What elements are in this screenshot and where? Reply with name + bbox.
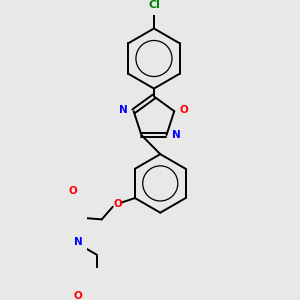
Text: Cl: Cl (148, 0, 160, 10)
Text: N: N (172, 130, 181, 140)
Text: O: O (74, 291, 82, 300)
Text: O: O (68, 186, 77, 196)
Text: O: O (180, 105, 188, 115)
Text: O: O (113, 199, 122, 208)
Text: N: N (74, 237, 82, 247)
Text: N: N (119, 105, 128, 115)
